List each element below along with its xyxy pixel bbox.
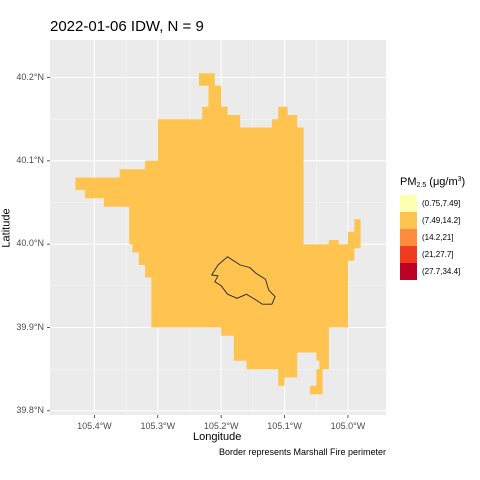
legend-label: (14.2,21] [422,233,454,242]
x-tick-label: 105.1°W [267,421,302,431]
legend-item: (14.2,21] [400,229,465,246]
y-tick-label: 40.0°N [16,238,44,249]
y-tick-label: 39.8°N [16,404,44,415]
legend-title: PM2.5 (μg/m3) [400,176,466,189]
legend-label: (7.49,14.2] [422,216,461,225]
legend-swatch [400,263,417,280]
legend-item: (7.49,14.2] [400,212,465,229]
tick-marks [47,77,349,418]
y-axis-label: Latitude [0,208,13,248]
x-axis-label: Longitude [193,431,242,443]
x-tick-label: 105.3°W [140,421,176,431]
chart-title: 2022-01-06 IDW, N = 9 [50,18,204,35]
y-tick-label: 39.9°N [16,321,44,332]
legend-item: (27.7,34.4] [400,263,465,280]
legend-label: (27.7,34.4] [422,267,461,276]
legend-swatch [400,246,417,263]
legend-swatch [400,229,417,246]
legend-swatch [400,212,417,229]
data-layer [75,73,361,395]
legend-label: (21,27.7] [422,250,454,259]
legend-item: (0.75,7.49] [400,195,465,212]
legend: PM2.5 (μg/m3) (0.75,7.49] (7.49,14.2] (14.… [400,176,465,280]
idw-region [75,73,361,395]
y-tick-label: 40.1°N [16,154,44,165]
chart-caption: Border represents Marshall Fire perimete… [218,447,386,457]
legend-swatch [400,195,417,212]
x-tick-label: 105.0°W [330,421,366,431]
legend-label: (0.75,7.49] [422,199,461,208]
y-tick-label: 40.2°N [16,71,44,82]
legend-items: (0.75,7.49] (7.49,14.2] (14.2,21] (21,27.7]… [400,195,465,280]
x-tick-label: 105.4°W [77,421,112,431]
x-tick-label: 105.2°W [203,421,239,431]
legend-item: (21,27.7] [400,246,465,263]
fire-perimeter [211,256,276,305]
